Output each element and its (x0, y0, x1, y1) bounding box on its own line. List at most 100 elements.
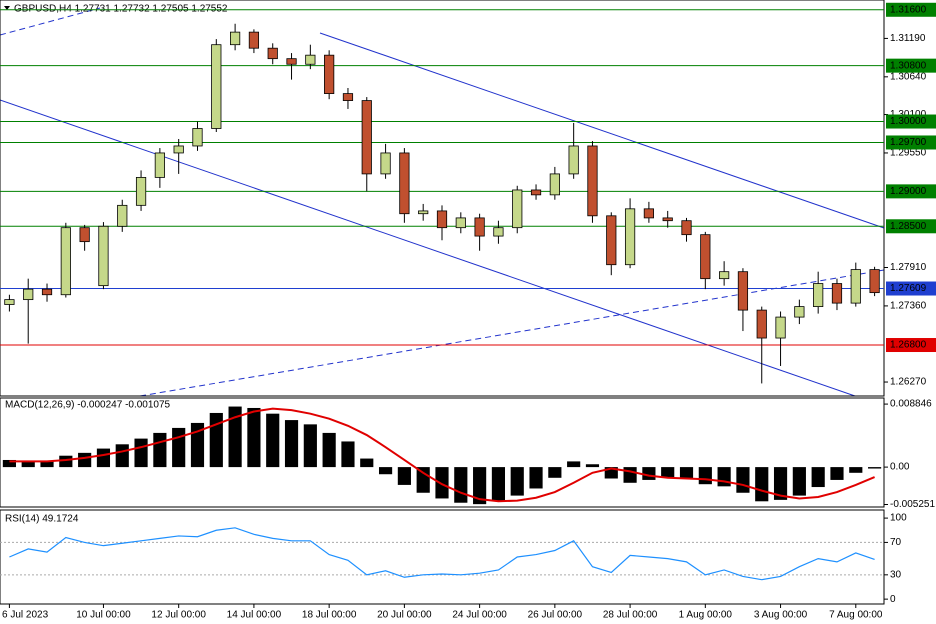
price-level-label: 1.30000 (890, 116, 927, 127)
macd-bar (717, 467, 731, 487)
price-level-tag (886, 219, 936, 234)
macd-bar (830, 467, 844, 480)
macd-bar (736, 467, 750, 493)
y-tick-label: 1.27910 (890, 262, 927, 273)
macd-bar (623, 467, 637, 483)
macd-bar (416, 467, 430, 493)
candle-body (568, 145, 579, 175)
macd-bar (96, 448, 111, 468)
candle-body (624, 208, 636, 266)
candle-body (794, 306, 805, 318)
macd-bar (698, 467, 712, 485)
price-level-tag (886, 338, 936, 353)
macd-bar (773, 467, 788, 500)
macd-bar (78, 452, 92, 468)
x-tick-label: 18 Jul 00:00 (302, 610, 357, 621)
candle-body (737, 271, 749, 311)
price-level-tag (886, 281, 936, 296)
macd-bar (266, 413, 280, 468)
candle-body (775, 316, 786, 339)
candle-body (418, 210, 429, 215)
macd-bar (360, 458, 374, 468)
candle-body (700, 234, 711, 280)
candle-body (135, 176, 147, 206)
candle-body (98, 225, 109, 287)
macd-bar (755, 467, 769, 502)
price-level-tag (886, 2, 936, 17)
price-level-label: 1.26800 (890, 340, 927, 351)
macd-bar (40, 461, 54, 468)
candle-body (305, 54, 316, 65)
macd-bar (303, 424, 317, 468)
macd-bar (435, 467, 449, 499)
macd-bar (473, 467, 487, 505)
candle-body (436, 210, 448, 229)
y-tick-label: 0.008846 (890, 399, 932, 410)
candle-body (869, 269, 880, 294)
candle-body (530, 189, 542, 196)
chart-title: GBPUSD,H4 1.27731 1.27732 1.27505 1.2755… (14, 4, 228, 15)
candle-body (512, 189, 523, 229)
macd-bar (604, 467, 618, 479)
macd-bar (322, 432, 336, 468)
y-tick-label: 1.30640 (890, 71, 927, 82)
candle-body (23, 288, 34, 301)
price-level-label: 1.31600 (890, 4, 927, 15)
panel-frame (0, 509, 885, 605)
signal-line (9, 407, 875, 503)
macd-bar (228, 406, 242, 468)
candle-body (587, 145, 598, 217)
macd-bar (529, 467, 543, 489)
rsi-title: RSI(14) 49.1724 (5, 514, 79, 525)
panel-frame (0, 0, 885, 397)
candle-body (117, 204, 128, 227)
x-tick-label: 7 Aug 00:00 (829, 610, 883, 621)
candle-body (681, 220, 692, 236)
candle-body (230, 31, 241, 46)
y-tick-label: 1.29550 (890, 148, 927, 159)
candle-body (643, 208, 654, 219)
macd-bar (209, 412, 223, 468)
candle-body (399, 152, 410, 215)
macd-bar (868, 467, 882, 469)
y-tick-label: -0.005251 (890, 499, 935, 510)
macd-bar (172, 427, 186, 468)
candle-body (831, 283, 843, 304)
trend-line (0, 7, 101, 36)
candle-body (380, 152, 391, 175)
candle-body (756, 309, 767, 339)
candle-body (719, 271, 730, 280)
candle-body (4, 299, 15, 305)
candle-body (154, 152, 165, 178)
macd-bar (2, 459, 16, 468)
price-level-tag (886, 114, 936, 129)
trend-line (139, 269, 885, 397)
x-tick-label: 12 Jul 00:00 (151, 610, 206, 621)
macd-bar (491, 467, 506, 502)
candle-body (41, 288, 53, 296)
price-level-tag (886, 184, 936, 199)
macd-bar (661, 467, 675, 478)
y-tick-label: 0 (890, 594, 896, 605)
x-tick-label: 10 Jul 00:00 (76, 610, 131, 621)
macd-bar (510, 467, 524, 496)
candle-body (361, 100, 372, 175)
y-tick-label: 70 (890, 537, 902, 548)
trend-line (0, 99, 856, 397)
macd-bar (585, 464, 600, 468)
candle-body (248, 31, 260, 49)
rsi-line (9, 527, 875, 581)
candle-body (267, 47, 278, 60)
macd-bar (247, 407, 261, 468)
candle-body (60, 227, 71, 296)
candle-body (342, 93, 354, 101)
x-tick-label: 14 Jul 00:00 (227, 610, 282, 621)
panel-frame (0, 397, 885, 508)
macd-bar (397, 467, 411, 485)
candle-body (662, 217, 673, 222)
candle-body (493, 227, 504, 237)
symbol-menu-icon[interactable] (4, 6, 10, 10)
candle-body (549, 173, 560, 196)
